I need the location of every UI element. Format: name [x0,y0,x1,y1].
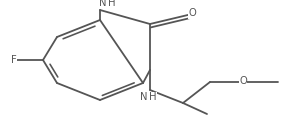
Text: F: F [11,55,16,65]
Text: N: N [140,92,148,102]
Text: O: O [239,76,247,86]
Text: O: O [188,8,196,18]
Text: H: H [149,92,157,102]
Text: N: N [99,0,107,8]
Text: H: H [108,0,116,8]
